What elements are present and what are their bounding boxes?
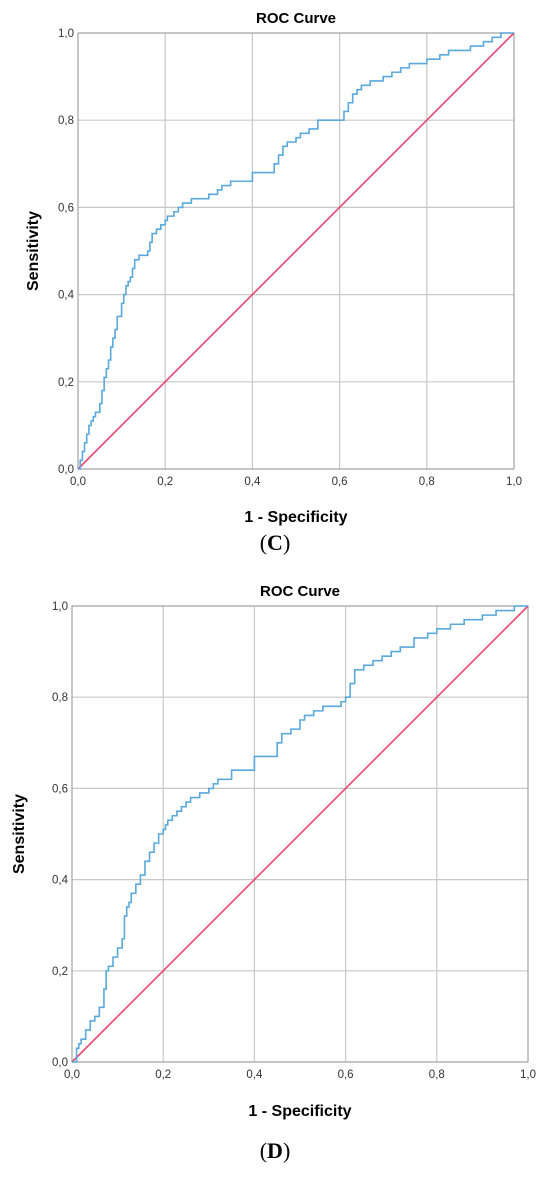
x-tick-label: 0,2 — [157, 476, 173, 488]
y-tick-label: 0,8 — [52, 692, 68, 704]
y-tick-label: 0,6 — [52, 783, 68, 795]
x-tick-label: 1,0 — [520, 1069, 536, 1081]
x-tick-label: 0,0 — [70, 476, 86, 488]
y-tick-label: 1,0 — [58, 28, 74, 40]
panel-caption-d: (D) — [259, 1138, 291, 1163]
plot-frame — [71, 605, 529, 1063]
x-tick-label: 0,6 — [332, 476, 348, 488]
reference-line — [71, 605, 529, 1063]
x-axis-label: 1 - Specificity — [244, 509, 347, 526]
x-tick-label: 0,6 — [338, 1069, 354, 1081]
x-tick-label: 0,8 — [429, 1069, 445, 1081]
chart-panel-c: ROC Curve 0,0 0,2 0,4 0,6 0,8 1,0 0,0 0,2 0,4 0,6 0… — [0, 0, 550, 560]
y-tick-label: 0,8 — [58, 115, 74, 127]
y-axis-label: Sensitivity — [11, 794, 28, 874]
roc-curve-line — [72, 605, 528, 1063]
x-tick-label: 1,0 — [506, 476, 522, 488]
y-tick-label: 0,6 — [58, 202, 74, 214]
roc-curve-line — [78, 32, 514, 470]
chart-title: ROC Curve — [256, 10, 336, 27]
y-tick-label: 1,0 — [52, 601, 68, 613]
x-tick-label: 0,4 — [246, 1069, 263, 1081]
y-axis-label: Sensitivity — [25, 211, 42, 291]
plot-frame — [77, 32, 515, 470]
panel-caption-c: (C) — [259, 530, 291, 555]
y-tick-label: 0,0 — [58, 464, 74, 476]
y-tick-label: 0,2 — [52, 966, 68, 978]
y-tick-label: 0,4 — [52, 875, 69, 887]
chart-title: ROC Curve — [260, 583, 340, 600]
reference-line — [77, 32, 515, 470]
x-tick-label: 0,8 — [419, 476, 435, 488]
roc-chart-d: ROC Curve 0,0 0,2 0,4 0,6 0,8 1,0 0,0 0,2 0,4 0,6 0… — [11, 583, 536, 1120]
y-tick-label: 0,0 — [52, 1057, 68, 1069]
y-tick-label: 0,2 — [58, 377, 74, 389]
x-tick-label: 0,0 — [64, 1069, 80, 1081]
y-tick-label: 0,4 — [58, 290, 75, 302]
roc-chart-c: ROC Curve 0,0 0,2 0,4 0,6 0,8 1,0 0,0 0,2 0,4 0,6 0… — [25, 10, 522, 526]
x-tick-label: 0,4 — [244, 476, 261, 488]
x-axis-label: 1 - Specificity — [248, 1103, 351, 1120]
chart-panel-d: ROC Curve 0,0 0,2 0,4 0,6 0,8 1,0 0,0 0,2 0,4 0,6 0… — [0, 570, 550, 1182]
x-tick-label: 0,2 — [155, 1069, 171, 1081]
